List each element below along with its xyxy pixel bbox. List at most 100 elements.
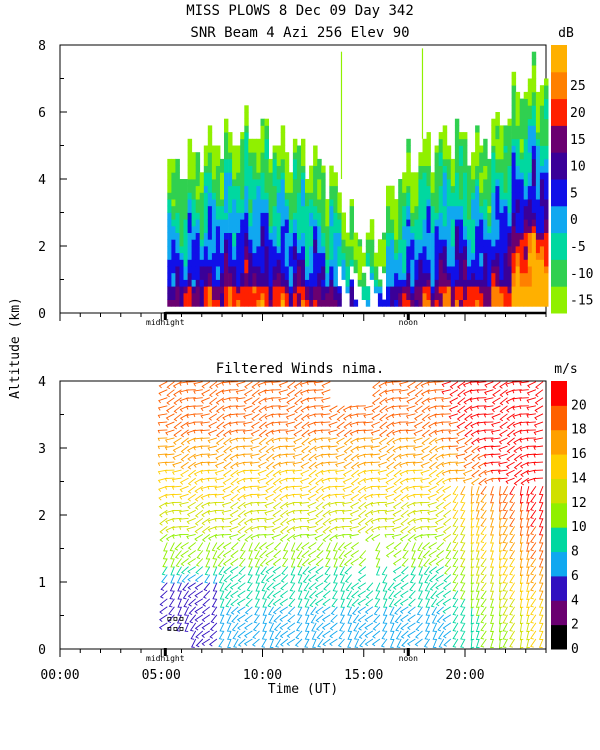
snr-cell — [519, 279, 525, 287]
wind-barb — [229, 574, 239, 582]
snr-cell — [483, 165, 488, 173]
snr-cell — [434, 219, 440, 227]
wind-barb — [526, 598, 530, 609]
snr-cell — [309, 246, 314, 254]
wind-barb — [480, 485, 487, 495]
snr-cell — [211, 165, 217, 173]
snr-cell — [292, 252, 298, 260]
snr-cell — [252, 172, 257, 180]
wind-barb — [286, 381, 296, 390]
snr-cell — [491, 299, 496, 307]
snr-cell — [268, 299, 274, 307]
wind-barb — [475, 598, 480, 608]
wind-barb — [356, 413, 366, 418]
snr-cell — [341, 225, 346, 233]
snr-cell — [479, 185, 484, 193]
wind-barb — [262, 590, 267, 600]
snr-cell — [422, 158, 427, 166]
snr-cell — [446, 252, 452, 260]
snr-cell — [390, 205, 395, 213]
snr-colorbar-swatch — [551, 125, 567, 153]
snr-cell — [527, 172, 533, 180]
snr-cell — [207, 252, 213, 260]
snr-cell — [458, 252, 464, 260]
snr-cell — [515, 179, 521, 187]
snr-cell — [535, 185, 541, 193]
snr-cell — [236, 259, 241, 267]
wind-barb — [359, 550, 367, 559]
wind-barb — [400, 517, 409, 526]
wind-barb — [526, 461, 536, 467]
wind-barb — [305, 614, 310, 624]
snr-cell — [232, 225, 237, 233]
snr-cell — [264, 259, 269, 267]
snr-cell — [187, 172, 193, 180]
wind-barb — [512, 397, 522, 402]
snr-cell — [264, 185, 269, 193]
snr-cell — [345, 272, 350, 280]
wind-barb — [412, 485, 423, 490]
snr-cell — [418, 259, 423, 267]
snr-cell — [426, 199, 431, 207]
wind-barb — [436, 542, 445, 551]
snr-cell — [337, 239, 342, 247]
wind-barb — [519, 638, 524, 649]
snr-cell — [394, 292, 399, 300]
wind-barb — [207, 501, 217, 507]
wind-barb — [391, 405, 402, 410]
snr-cell — [175, 299, 180, 307]
snr-cell — [236, 299, 241, 307]
snr-cell — [268, 172, 274, 180]
wind-barb — [334, 493, 345, 498]
snr-cell — [175, 205, 180, 213]
wind-barb — [229, 501, 239, 510]
snr-colorbar-swatch — [551, 232, 567, 260]
wind-barb — [217, 550, 225, 559]
snr-cell — [260, 266, 265, 274]
wind-barb — [455, 445, 466, 452]
snr-cell — [442, 185, 448, 193]
wind-barb — [413, 517, 423, 524]
wind-barb — [207, 469, 217, 474]
snr-cell — [539, 172, 545, 180]
snr-cell — [264, 239, 269, 247]
wind-barb — [299, 525, 310, 530]
wind-barb — [202, 598, 211, 607]
wind-barb — [228, 397, 239, 402]
snr-cell — [228, 292, 233, 300]
wind-barb — [237, 526, 246, 534]
snr-cell — [390, 239, 395, 247]
wind-barb — [394, 606, 402, 615]
snr-cell — [337, 212, 342, 220]
wind-barb — [405, 421, 416, 427]
snr-cell — [191, 252, 197, 260]
snr-cell — [365, 239, 371, 247]
snr-cell — [438, 292, 444, 300]
wind-barb — [483, 413, 494, 418]
snr-noon-label: noon — [399, 318, 418, 327]
snr-cell — [430, 219, 436, 227]
snr-cell — [220, 192, 225, 200]
wind-barb — [492, 381, 501, 390]
snr-cell — [276, 286, 282, 294]
wind-barb — [177, 590, 182, 600]
wind-barb — [509, 606, 515, 616]
wind-barb — [316, 542, 324, 551]
snr-cell — [523, 279, 529, 287]
snr-cell — [321, 272, 326, 280]
snr-cell — [507, 292, 512, 300]
snr-cell — [240, 252, 245, 260]
snr-cell — [228, 266, 233, 274]
wind-barb — [427, 381, 437, 386]
wind-barb — [236, 606, 246, 614]
snr-cell — [446, 152, 452, 160]
snr-cell — [454, 172, 460, 180]
snr-cell — [296, 272, 302, 280]
snr-cell — [544, 85, 549, 93]
wind-barb — [182, 590, 189, 600]
wind-barb — [158, 501, 168, 509]
snr-cell — [446, 219, 452, 227]
wind-barb — [278, 405, 288, 410]
wind-barb — [350, 485, 359, 494]
wind-barb — [421, 421, 430, 430]
